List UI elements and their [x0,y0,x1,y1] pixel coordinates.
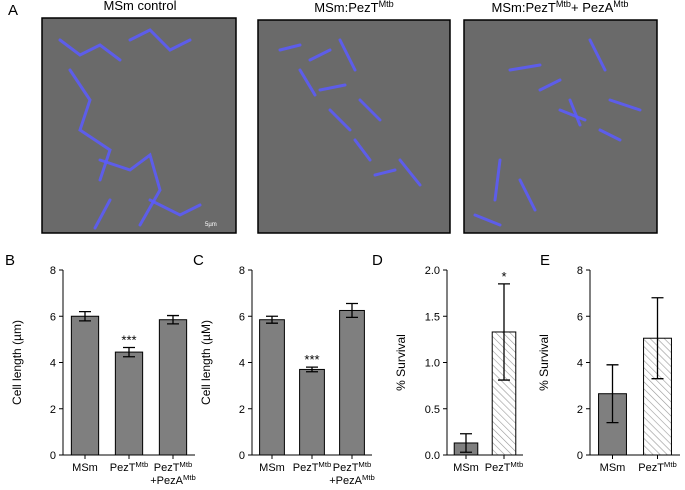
image-2 [257,19,451,234]
bar [339,309,365,456]
error-bar [79,310,91,322]
y-tick-label: 6 [50,311,56,323]
text-run: MSm [72,462,98,474]
error-bar [346,302,358,319]
superscript: Mtb [183,473,196,482]
text-run: MSm:PezT [492,0,556,15]
y-tick-label: 1.5 [425,311,440,323]
x-tick-label: PezTMtb [154,460,193,475]
y-tick-label: 8 [239,265,245,277]
scale-label: 5µm [205,222,217,228]
x-tick-label: MSm [600,462,626,474]
y-tick-label: 4 [239,358,245,370]
text-run: +PezA [150,475,183,487]
x-tick-label: PezTMtb [110,460,149,475]
bar [70,315,100,456]
x-tick-label: +PezAMtb [329,473,375,488]
y-tick-label: 1.0 [425,358,440,370]
superscript: Mtb [613,0,628,9]
x-tick-label: PezTMtb [333,460,372,475]
bar [158,319,188,456]
superscript: Mtb [379,0,394,9]
image-title: MSm:PezTMtb [314,0,393,15]
y-tick-label: 4 [50,358,56,370]
error-bar [498,283,510,381]
y-tick-label: 2.0 [425,265,440,277]
y-tick-label: 6 [577,311,583,323]
x-tick-label: MSm [259,462,285,474]
error-bar [266,315,278,324]
text-run: PezT [110,462,136,474]
text-run: PezT [333,462,359,474]
y-tick-label: 0 [50,450,56,462]
y-tick-label: 0 [239,450,245,462]
superscript: Mtb [510,460,523,469]
error-bar [606,364,619,424]
significance: *** [121,332,136,347]
significance: *** [304,352,319,367]
image-title: MSm control [104,0,177,13]
y-tick-label: 8 [50,265,56,277]
image-title: MSm:PezTMtb+ PezAMtb [492,0,629,15]
superscript: Mtb [362,473,375,482]
panel-label: C [193,252,204,269]
text-run: +PezA [329,475,362,487]
panel-label: B [5,252,15,269]
y-tick-label: 2 [239,404,245,416]
text-run: MSm [453,462,479,474]
bar [114,351,144,456]
text-run: MSm control [104,0,177,13]
text-run: MSm:PezT [314,0,378,15]
bar [299,368,325,456]
y-axis-label: Cell length (µM) [199,320,213,405]
y-axis-label: % Survival [394,334,408,391]
y-tick-label: 2 [50,404,56,416]
superscript: Mtb [135,460,148,469]
text-run: PezT [638,462,664,474]
y-tick-label: 8 [577,265,583,277]
text-run: PezT [154,462,180,474]
text-run: + PezA [571,0,614,15]
x-tick-label: PezTMtb [485,460,524,475]
panel-label: D [372,252,383,269]
y-tick-label: 0 [577,450,583,462]
error-bar [306,366,318,373]
x-tick-label: +PezAMtb [150,473,196,488]
y-axis-label: % Survival [537,334,551,391]
y-tick-label: 6 [239,311,245,323]
image-1 [41,17,237,234]
y-axis-label: Cell length (µm) [10,320,24,405]
error-bar [167,314,179,325]
error-bar [460,433,472,453]
significance: * [501,269,506,284]
bar [259,319,285,456]
superscript: Mtb [179,460,192,469]
error-bar [651,297,664,380]
y-tick-label: 2 [577,404,583,416]
y-tick-label: 0.5 [425,404,440,416]
superscript: Mtb [318,460,331,469]
image-3 [463,19,658,234]
x-tick-label: PezTMtb [638,460,677,475]
x-tick-label: PezTMtb [293,460,332,475]
y-tick-label: 4 [577,358,583,370]
text-run: MSm [600,462,626,474]
panel-label: A [8,2,18,19]
text-run: PezT [293,462,319,474]
superscript: Mtb [556,0,571,9]
y-tick-label: 0.0 [425,450,440,462]
superscript: Mtb [664,460,677,469]
panel-label: E [540,252,550,269]
text-run: MSm [259,462,285,474]
text-run: PezT [485,462,511,474]
superscript: Mtb [358,460,371,469]
x-tick-label: MSm [453,462,479,474]
error-bar [123,346,135,358]
x-tick-label: MSm [72,462,98,474]
